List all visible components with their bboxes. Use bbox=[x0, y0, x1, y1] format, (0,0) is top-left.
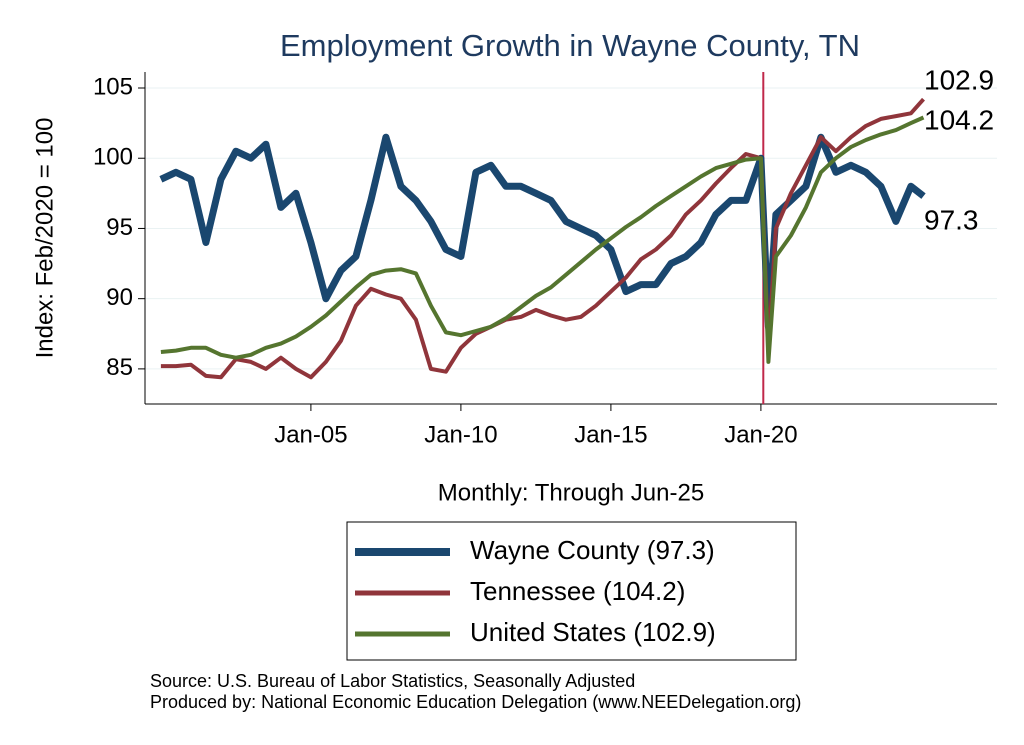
y-axis-title: Index: Feb/2020 = 100 bbox=[31, 118, 58, 359]
series-line bbox=[160, 97, 925, 380]
series-line bbox=[159, 133, 926, 331]
x-tick-label: Jan-05 bbox=[274, 421, 347, 448]
legend-label: Wayne County (97.3) bbox=[470, 535, 715, 565]
y-tick-label: 95 bbox=[106, 214, 133, 241]
series-line bbox=[160, 115, 925, 364]
y-tick-label: 105 bbox=[93, 73, 133, 100]
x-tick-label: Jan-20 bbox=[724, 421, 797, 448]
y-tick-label: 85 bbox=[106, 354, 133, 381]
end-label: 97.3 bbox=[924, 204, 979, 235]
produced-by-note: Produced by: National Economic Education… bbox=[150, 692, 801, 712]
end-label: 104.2 bbox=[924, 104, 994, 135]
x-tick-label: Jan-10 bbox=[424, 421, 497, 448]
x-axis-title: Monthly: Through Jun-25 bbox=[438, 479, 704, 506]
plot-area bbox=[145, 72, 997, 404]
end-label: 102.9 bbox=[924, 64, 994, 95]
x-tick-label: Jan-15 bbox=[574, 421, 647, 448]
legend-label: United States (102.9) bbox=[470, 617, 716, 647]
chart-title: Employment Growth in Wayne County, TN bbox=[280, 28, 860, 63]
legend-label: Tennessee (104.2) bbox=[470, 576, 685, 606]
y-tick-label: 100 bbox=[93, 144, 133, 171]
source-note: Source: U.S. Bureau of Labor Statistics,… bbox=[150, 671, 635, 691]
y-tick-label: 90 bbox=[106, 284, 133, 311]
